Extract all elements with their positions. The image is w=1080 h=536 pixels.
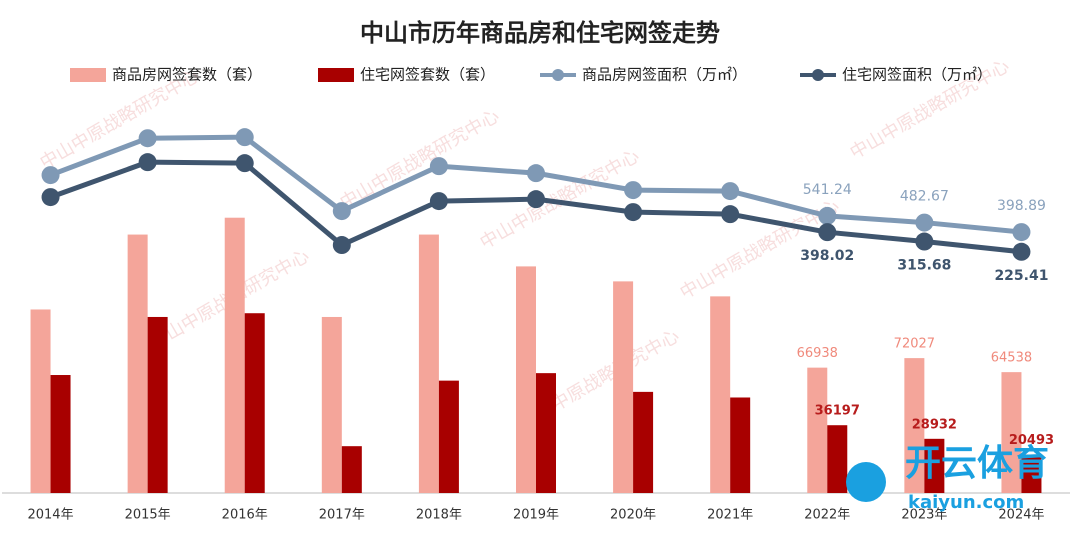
legend-swatch: [812, 69, 824, 81]
x-tick-label: 2018年: [416, 508, 462, 523]
bar: [924, 438, 945, 493]
x-tick-label: 2022年: [804, 508, 850, 523]
bar: [516, 266, 536, 493]
bar: [341, 446, 362, 493]
logo-text: 开云体育: [905, 443, 1049, 484]
value-label: 72027: [894, 337, 935, 352]
logo-ball: [846, 462, 886, 502]
x-tick-label: 2020年: [610, 508, 656, 523]
point: [915, 232, 934, 251]
chart-title: 中山市历年商品房和住宅网签走势: [360, 19, 720, 47]
bar: [633, 391, 654, 493]
point: [818, 206, 837, 225]
value-label: 36197: [815, 404, 860, 419]
point: [41, 188, 60, 207]
bar: [438, 380, 459, 493]
value-label: 398.02: [800, 248, 854, 264]
point: [138, 129, 157, 148]
bar: [418, 234, 439, 493]
point: [429, 157, 448, 176]
value-label: 315.68: [897, 258, 951, 274]
point: [235, 154, 254, 173]
point: [41, 166, 60, 185]
logo: 开云体育 kaiyun.com: [846, 443, 1049, 513]
point: [138, 153, 157, 172]
bar: [244, 313, 265, 493]
bar: [1021, 454, 1042, 493]
point: [818, 223, 837, 242]
bar: [50, 375, 71, 493]
x-tick-label: 2019年: [513, 508, 559, 523]
bar: [827, 425, 848, 493]
point: [721, 205, 740, 224]
value-label: 482.67: [900, 189, 949, 205]
point: [332, 202, 351, 221]
logo-sub: kaiyun.com: [908, 492, 1024, 513]
legend-swatch: [552, 69, 564, 81]
point: [721, 182, 740, 201]
legend-label: 住宅网签面积（万㎡）: [842, 66, 992, 84]
bar: [127, 234, 148, 493]
bar: [30, 309, 51, 493]
bar: [224, 217, 245, 493]
legend-label: 商品房网签面积（万㎡）: [582, 66, 747, 84]
bar: [321, 316, 342, 493]
bar: [536, 373, 556, 493]
value-label: 225.41: [994, 268, 1048, 284]
bar: [904, 358, 925, 493]
value-label: 398.89: [997, 198, 1046, 214]
legend-label: 住宅网签套数（套）: [360, 66, 495, 84]
value-label: 28932: [912, 417, 957, 432]
legend-swatch: [70, 68, 106, 82]
value-label: 20493: [1009, 433, 1054, 448]
point: [235, 128, 254, 147]
point: [429, 192, 448, 211]
legend-swatch: [318, 68, 354, 82]
bar: [710, 296, 731, 493]
bar: [1001, 372, 1022, 493]
point: [915, 213, 934, 232]
point: [527, 190, 545, 209]
bar: [807, 367, 828, 493]
x-tick-label: 2017年: [319, 508, 365, 523]
bar: [730, 397, 751, 493]
bar: [147, 316, 168, 493]
point: [624, 181, 643, 200]
point: [1012, 223, 1031, 242]
x-tick-label: 2016年: [222, 508, 268, 523]
point: [1012, 242, 1031, 261]
value-label: 64538: [991, 351, 1032, 366]
watermark: 中山中原战略研究中心: [337, 105, 503, 213]
point: [527, 164, 545, 183]
legend-label: 商品房网签套数（套）: [112, 66, 262, 84]
x-tick-label: 2023年: [901, 508, 947, 523]
value-label: 66938: [797, 346, 838, 361]
x-tick-label: 2021年: [707, 508, 753, 523]
value-label: 541.24: [803, 182, 852, 198]
x-tick-label: 2015年: [125, 508, 171, 523]
bar: [613, 281, 634, 493]
x-tick-label: 2024年: [998, 508, 1044, 523]
point: [332, 236, 351, 255]
x-tick-label: 2014年: [27, 508, 73, 523]
point: [624, 203, 643, 222]
